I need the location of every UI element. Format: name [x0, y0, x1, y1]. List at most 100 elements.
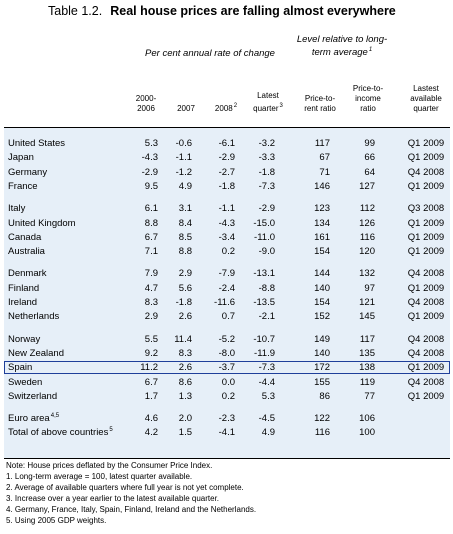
note: 4. Germany, France, Italy, Spain, Finlan…	[6, 505, 257, 514]
cell: 4.7	[144, 282, 158, 294]
cell: 9.2	[144, 347, 158, 359]
cell: 152	[314, 311, 330, 323]
country: Norway	[8, 334, 40, 345]
cell: 2.9	[144, 311, 158, 323]
cell: 64	[364, 166, 375, 178]
country: Spain	[8, 362, 32, 373]
cell: -11.6	[214, 297, 235, 308]
cell: -10.7	[253, 333, 275, 345]
country: Finland	[8, 283, 39, 294]
cell: 144	[314, 268, 330, 280]
country: Netherlands	[8, 311, 59, 322]
cell: 149	[314, 333, 330, 345]
cell: 8.3	[178, 347, 192, 359]
cell: -2.7	[218, 166, 235, 178]
cell: -4.1	[218, 427, 235, 439]
country-name: Total of above countries	[8, 427, 109, 439]
column-header: Price-to-rent ratio	[299, 72, 341, 114]
cell: 117	[359, 333, 375, 345]
country-name: Japan	[8, 152, 34, 164]
cell: -7.9	[218, 268, 235, 280]
column-header-text: Lastest available quarter	[402, 84, 450, 114]
cell: -7.3	[258, 180, 275, 192]
cell: 1.5	[178, 427, 192, 439]
cell: -1.8	[258, 166, 275, 178]
country-name: Canada	[8, 231, 42, 243]
cell: 6.1	[144, 203, 158, 215]
cell: 97	[364, 282, 375, 294]
group-header: Per cent annual rate of change	[130, 48, 290, 59]
cell: 2.9	[178, 268, 192, 280]
cell: -11.0	[254, 231, 275, 243]
cell: 8.5	[178, 231, 192, 243]
column-header-text: 2000-2006	[129, 94, 163, 114]
country: Switzerland	[8, 391, 57, 402]
cell: Q1 2009	[407, 152, 445, 164]
country-name: Euro area	[8, 413, 50, 425]
column-header-text: 2007	[171, 104, 201, 114]
column-header: Latest quarter3	[248, 72, 288, 114]
country: Total of above countries5	[8, 427, 113, 438]
cell: 120	[359, 246, 375, 258]
cell: 117	[314, 138, 330, 149]
cell: -4.3	[218, 217, 235, 229]
column-header: Lastest available quarter	[402, 72, 450, 114]
column-header-label: 2000-2006	[135, 94, 157, 113]
cell: 116	[314, 427, 330, 439]
cell: -2.1	[258, 311, 275, 323]
column-header-label: Latest quarter	[253, 91, 279, 113]
cell: 126	[359, 217, 375, 229]
country-name: United States	[8, 138, 66, 149]
cell: -13.5	[253, 297, 275, 308]
cell: -2.9	[258, 203, 275, 215]
country-name: Italy	[8, 203, 26, 215]
cell: -9.0	[258, 246, 275, 258]
cell: Q4 2008	[407, 297, 445, 308]
cell: 5.6	[178, 282, 192, 294]
cell: Q4 2008	[407, 333, 445, 345]
cell: 132	[359, 268, 375, 280]
cell: 123	[314, 203, 330, 215]
cell: 7.9	[144, 268, 158, 280]
country-name: Sweden	[8, 376, 43, 388]
column-header: Price-to-income ratio	[347, 72, 389, 114]
column-header-label: 2007	[177, 104, 195, 113]
cell: -2.9	[218, 152, 235, 164]
cell: Q1 2009	[407, 282, 445, 294]
country: Sweden	[8, 377, 42, 388]
cell: Q1 2009	[407, 246, 445, 258]
country: New Zealand	[8, 348, 64, 359]
cell: -4.3	[141, 152, 158, 164]
cell: Q1 2009	[407, 138, 445, 149]
note: Note: House prices deflated by the Consu…	[6, 461, 213, 470]
cell: 146	[314, 180, 330, 192]
cell: 4.9	[261, 427, 275, 439]
cell: 3.1	[178, 203, 192, 215]
cell: Q3 2008	[407, 203, 445, 215]
cell: Q1 2009	[407, 390, 445, 402]
cell: 4.2	[144, 427, 158, 439]
cell: 134	[314, 217, 330, 229]
table-title: Real house prices are falling almost eve…	[110, 4, 396, 18]
superscript: 5	[109, 427, 113, 434]
column-header-text: Price-to-income ratio	[347, 84, 389, 114]
cell: Q4 2008	[407, 268, 445, 280]
cell: -3.2	[258, 138, 275, 149]
cell: 8.8	[144, 217, 158, 229]
cell: -1.2	[175, 166, 192, 178]
cell: 0.7	[221, 311, 235, 323]
group-header-text: Per cent annual rate of change	[145, 48, 275, 59]
cell: 99	[364, 138, 375, 149]
cell: 121	[359, 297, 375, 308]
cell: -2.4	[218, 282, 235, 294]
cell: -3.3	[258, 152, 275, 164]
cell: 6.7	[144, 376, 158, 388]
column-header-text: Price-to-rent ratio	[299, 94, 341, 114]
cell: 127	[359, 180, 375, 192]
cell: 135	[359, 347, 375, 359]
cell: Q4 2008	[407, 166, 445, 178]
cell: 77	[364, 390, 375, 402]
cell: -8.8	[258, 282, 275, 294]
cell: 2.6	[178, 362, 192, 374]
